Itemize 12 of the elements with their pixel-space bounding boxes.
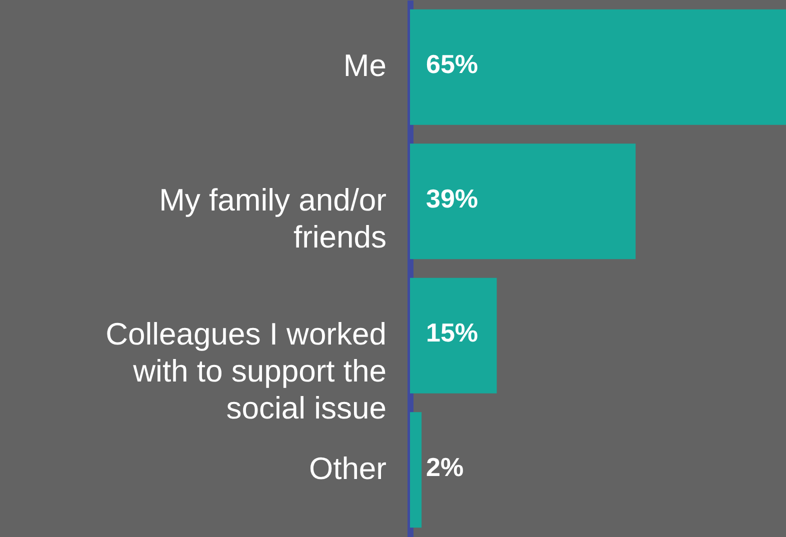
bar (410, 9, 786, 125)
data-label: 65% (426, 49, 478, 80)
data-label: 15% (426, 318, 478, 348)
bar (410, 412, 422, 528)
bar (410, 144, 636, 260)
bar (410, 278, 497, 394)
data-label: 39% (426, 183, 478, 214)
y-tick-label: Colleagues I worked with to support the social issue (106, 316, 386, 426)
y-tick-label: My family and/or friends (159, 182, 386, 254)
data-label: 2% (426, 452, 464, 482)
y-tick-label: Other (308, 450, 386, 486)
y-tick-label: Me (343, 48, 386, 84)
